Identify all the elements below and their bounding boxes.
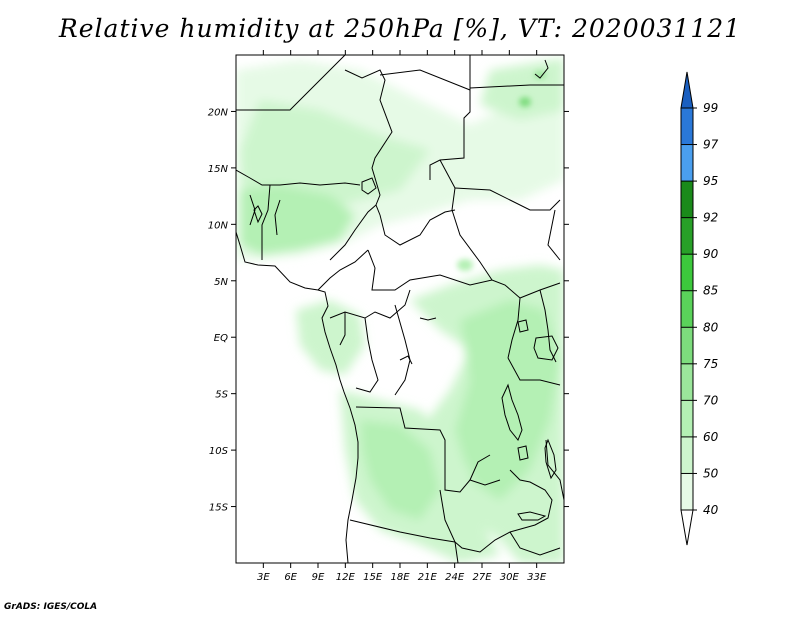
- lat-label: 5N: [214, 277, 228, 288]
- colorbar-band: [681, 254, 693, 291]
- colorbar-band: [681, 436, 693, 474]
- colorbar-band: [681, 181, 693, 218]
- lon-label: 18E: [390, 572, 410, 583]
- lat-label: 15N: [208, 164, 229, 175]
- lon-label: 6E: [284, 572, 297, 583]
- lakes: [253, 59, 559, 521]
- lon-label: 30E: [500, 572, 520, 583]
- humidity-spot-3: [457, 259, 473, 271]
- congo-wiggle-1: [419, 317, 437, 321]
- colorbar-band: [681, 290, 693, 328]
- colorbar-label: 85: [703, 284, 718, 298]
- lat-label: 5S: [215, 390, 228, 401]
- colorbar-label: 97: [703, 138, 719, 152]
- lon-label: 3E: [257, 572, 270, 583]
- colorbar-band: [681, 108, 693, 145]
- colorbar-label: 60: [703, 430, 719, 444]
- lake-mweru: [517, 445, 529, 461]
- map-title: Relative humidity at 250hPa [%], VT: 202…: [58, 14, 742, 43]
- colorbar-label: 95: [703, 174, 718, 188]
- colorbar-label: 92: [703, 211, 718, 225]
- congo-wiggle-2: [399, 355, 413, 365]
- lake-chad: [361, 177, 377, 195]
- colorbar-label: 90: [703, 247, 719, 261]
- lon-label: 24E: [445, 572, 465, 583]
- colorbar-band: [681, 363, 693, 401]
- lat-label: 10S: [209, 446, 229, 457]
- colorbar-label: 40: [703, 503, 719, 517]
- colorbar-band: [681, 217, 693, 255]
- colorbar-label: 75: [703, 357, 718, 371]
- lake-victoria: [533, 335, 559, 361]
- lake-tanganyika: [501, 383, 523, 441]
- lon-label: 15E: [363, 572, 383, 583]
- lake-albert: [517, 319, 529, 333]
- lon-label: 27E: [472, 572, 492, 583]
- lat-label: 15S: [209, 503, 229, 514]
- humidity-spot-1: [519, 97, 531, 107]
- colorbar-band: [681, 400, 693, 437]
- lat-label: EQ: [214, 333, 228, 344]
- colorbar: 40 50 60 70 75 80 85 90 92 95 97 99: [680, 71, 719, 546]
- colorbar-label: 70: [703, 393, 719, 407]
- colorbar-label: 99: [703, 101, 718, 115]
- lon-label: 12E: [336, 572, 356, 583]
- credit-label: GrADS: IGES/COLA: [4, 602, 98, 612]
- lat-label: 20N: [208, 107, 229, 118]
- humidity-region-south-inner: [360, 420, 440, 520]
- lon-label: 9E: [312, 572, 325, 583]
- lake-malawi: [544, 438, 557, 480]
- humidity-spot-2: [534, 71, 546, 79]
- colorbar-label: 80: [703, 320, 719, 334]
- colorbar-bottom-arrow: [680, 509, 694, 546]
- lon-label: 33E: [527, 572, 547, 583]
- nile-wiggle: [534, 59, 549, 79]
- humidity-region-east-inner: [455, 300, 560, 500]
- colorbar-label: 50: [703, 466, 719, 480]
- humidity-region-gabon: [296, 300, 365, 375]
- colorbar-band: [681, 144, 693, 182]
- lake-volta: [253, 205, 263, 224]
- colorbar-band: [681, 327, 693, 364]
- map-axes: 20N 15N 10N 5N EQ 5S 10S 15S 3E 6E 9E 12E 15E 18E 21E 2…: [208, 50, 569, 583]
- lon-label: 21E: [418, 572, 438, 583]
- lake-kariba: [517, 511, 547, 521]
- lat-label: 10N: [208, 220, 229, 231]
- country-borders: [236, 55, 564, 563]
- colorbar-band: [681, 473, 693, 510]
- colorbar-top-arrow: [680, 71, 694, 109]
